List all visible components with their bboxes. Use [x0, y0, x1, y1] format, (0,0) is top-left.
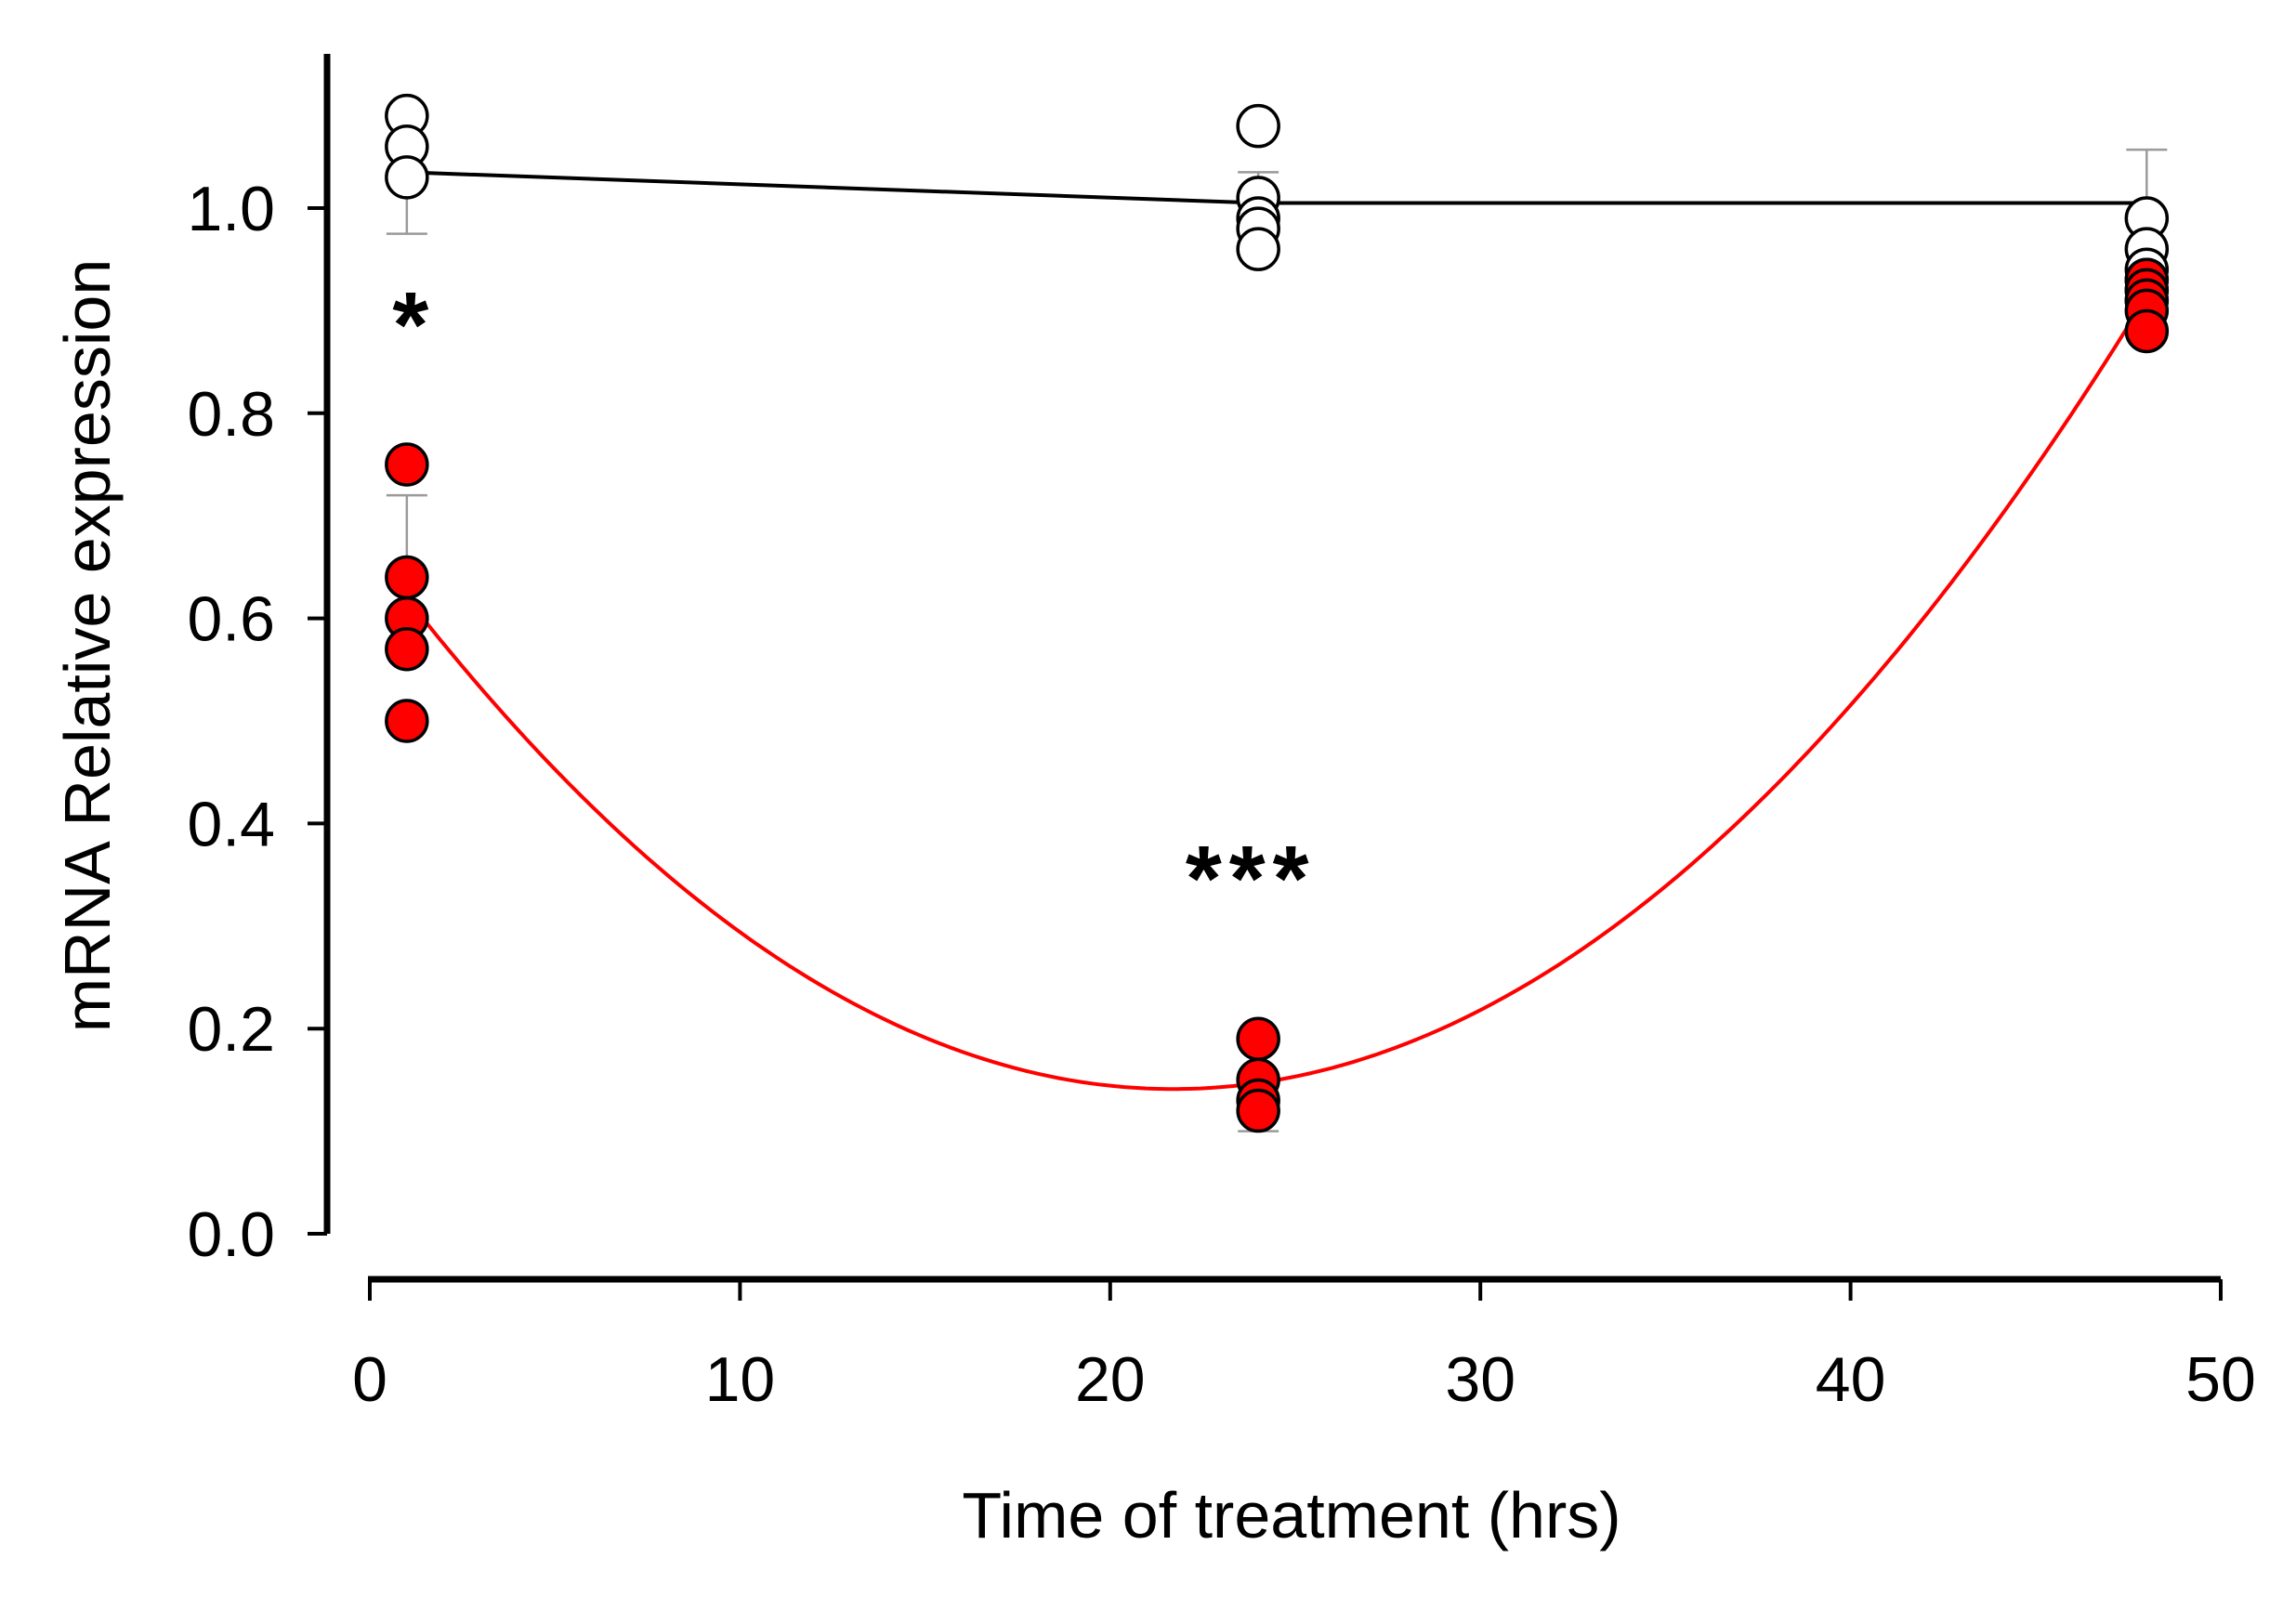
- treated-data-point: [1236, 1088, 1280, 1133]
- y-axis-title: mRNA Relative expression: [51, 259, 124, 1033]
- treated-data-point: [1236, 1016, 1280, 1061]
- x-tick-label: 40: [1816, 1344, 1886, 1415]
- data-points: [385, 93, 2170, 1133]
- significance-marker: *: [392, 273, 436, 377]
- error-bars: [386, 148, 2168, 1132]
- x-tick-label: 0: [352, 1344, 387, 1415]
- y-tick-label: 1.0: [187, 174, 275, 244]
- x-ticks: 0 10 20 30 40 50: [352, 1279, 2256, 1415]
- x-tick-label: 50: [2185, 1344, 2256, 1415]
- control-data-point: [1236, 103, 1280, 149]
- treated-data-point: [2124, 308, 2170, 354]
- significance-marker: ***: [1186, 827, 1317, 931]
- treated-data-point: [385, 555, 429, 600]
- y-ticks: 0.0 0.2 0.4 0.6 0.8 1.0: [187, 174, 327, 1270]
- x-tick-label: 10: [705, 1344, 776, 1415]
- treated-data-point: [385, 626, 429, 672]
- treated-data-point: [385, 442, 429, 487]
- y-tick-label: 0.8: [187, 379, 275, 450]
- x-tick-label: 30: [1445, 1344, 1515, 1415]
- y-tick-label: 0.6: [187, 584, 275, 655]
- fit-curves: [405, 170, 2149, 1092]
- treated-data-point: [385, 699, 429, 743]
- control-data-point: [385, 155, 429, 200]
- y-tick-label: 0.2: [187, 994, 275, 1065]
- x-axis-title: Time of treatment (hrs): [962, 1479, 1620, 1551]
- x-tick-label: 20: [1075, 1344, 1146, 1415]
- axes: [323, 54, 2221, 1283]
- y-tick-label: 0.4: [187, 789, 275, 859]
- y-tick-label: 0.0: [187, 1199, 275, 1270]
- significance-annotations: ****: [392, 273, 1317, 931]
- control-data-point: [1236, 227, 1280, 271]
- treated-fit-line: [405, 295, 2149, 1092]
